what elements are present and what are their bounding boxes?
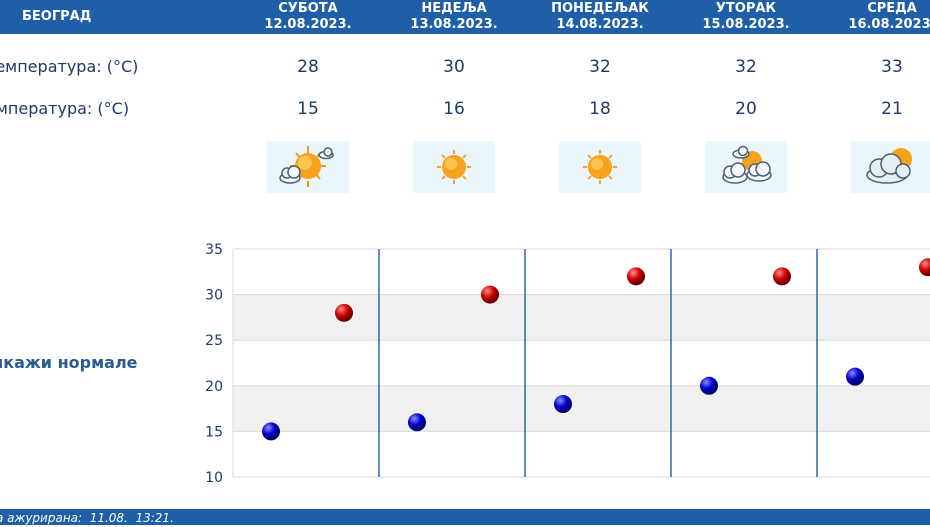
show-normals-link[interactable]: икажи нормале (0, 353, 138, 372)
cloudy-sun-icon (866, 148, 912, 184)
day-name: УТОРАК (715, 1, 777, 16)
min-temp-day-4: 20 (735, 99, 757, 119)
max-temp-point (335, 303, 353, 322)
day-header-5: СРЕДА 16.08.2023. (827, 1, 930, 33)
forecast-header: БЕОГРАД СУБОТА 12.08.2023. НЕДЕЉА 13.08.… (0, 0, 930, 34)
y-tick-label: 10 (205, 470, 223, 485)
max-temp-label: температура: (°C) (0, 57, 139, 76)
city-name: БЕОГРАД (22, 9, 92, 24)
weather-icon-day-2 (413, 141, 495, 193)
max-temp-day-2: 30 (443, 57, 465, 77)
max-temp-day-3: 32 (589, 57, 611, 77)
day-header-1: СУБОТА 12.08.2023. (243, 1, 373, 33)
min-temp-point (700, 376, 718, 395)
max-temp-point (627, 267, 645, 286)
max-temp-day-5: 33 (881, 57, 903, 77)
max-temp-point (481, 285, 499, 304)
max-temp-point (919, 258, 930, 277)
min-temp-label: емпература: (°C) (0, 99, 130, 118)
day-date: 16.08.2023. (848, 17, 930, 32)
y-tick-label: 20 (205, 379, 223, 395)
min-temp-point (846, 367, 864, 386)
y-tick-label: 30 (205, 288, 223, 304)
min-temp-point (262, 422, 280, 441)
day-date: 13.08.2023. (410, 17, 498, 32)
last-updated-text: а ажурирана: 11.08. 13:21. (0, 511, 174, 525)
min-temp-point (408, 413, 426, 432)
weather-icon-day-5 (851, 141, 930, 193)
y-tick-label: 15 (205, 424, 223, 440)
min-temp-day-2: 16 (443, 99, 465, 119)
footer-bar: а ажурирана: 11.08. 13:21. (0, 509, 930, 525)
day-date: 14.08.2023. (556, 17, 644, 32)
day-date: 12.08.2023. (264, 17, 352, 32)
temperature-chart: 35 30 25 20 15 10 (205, 242, 930, 485)
sun-icon (437, 150, 471, 184)
day-name: ПОНЕДЕЉАК (551, 1, 649, 16)
day-name: НЕДЕЉА (421, 1, 487, 16)
day-header-2: НЕДЕЉА 13.08.2023. (389, 1, 519, 33)
max-temp-day-4: 32 (735, 57, 757, 77)
max-temp-point (773, 267, 791, 286)
day-name: СРЕДА (867, 1, 917, 16)
weather-icon-day-4 (705, 141, 787, 193)
y-tick-label: 25 (205, 333, 223, 349)
sun-cloud-icon (279, 146, 334, 187)
day-name: СУБОТА (278, 1, 338, 16)
day-header-3: ПОНЕДЕЉАК 14.08.2023. (535, 1, 665, 33)
min-temp-day-1: 15 (297, 99, 319, 119)
weather-icon-day-3 (559, 141, 641, 193)
min-temp-day-5: 21 (881, 99, 903, 119)
day-date: 15.08.2023. (702, 17, 790, 32)
y-tick-label: 35 (205, 242, 223, 258)
max-temp-day-1: 28 (297, 57, 319, 77)
weather-icon-day-1 (267, 141, 349, 193)
min-temp-day-3: 18 (589, 99, 611, 119)
chart-band (233, 385, 930, 432)
partly-cloudy-icon (722, 145, 772, 184)
min-temp-point (554, 395, 572, 414)
day-header-4: УТОРАК 15.08.2023. (681, 1, 811, 33)
sun-icon (583, 150, 617, 184)
